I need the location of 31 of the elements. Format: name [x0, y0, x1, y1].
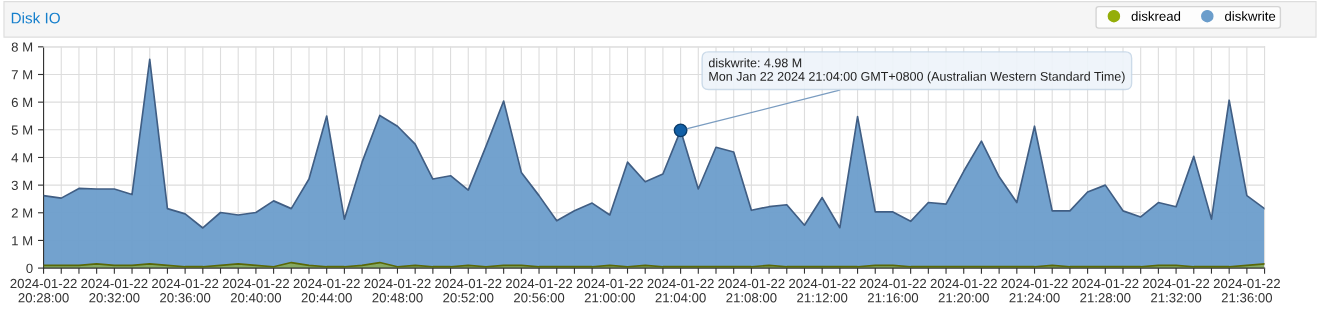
x-tick-label: 2024-01-22 20:56:00	[505, 278, 573, 303]
x-tick-label: 2024-01-22 21:24:00	[1001, 278, 1068, 303]
y-tick-label: 5 M	[11, 125, 33, 135]
x-tick-label: 2024-01-22 21:36:00	[1213, 278, 1280, 303]
y-tick-label: 3 M	[11, 180, 33, 191]
x-tick-label: 2024-01-22 20:52:00	[435, 278, 502, 303]
x-tick-label: 2024-01-22 21:12:00	[789, 278, 856, 303]
x-tick-label: 2024-01-22 21:04:00	[647, 278, 714, 303]
y-tick-label: 1 M	[12, 236, 33, 246]
x-tick-label: 2024-01-22 20:36:00	[152, 278, 219, 303]
y-tick-label: 4 M	[11, 153, 33, 163]
x-tick-label: 2024-01-22 20:40:00	[222, 278, 289, 303]
x-tick-label: 2024-01-22 20:48:00	[364, 278, 431, 303]
x-tick-label: 2024-01-22 21:28:00	[1072, 278, 1139, 303]
x-tick-label: 2024-01-22 20:28:00	[10, 278, 77, 303]
y-tick-label: 7 M	[11, 70, 33, 80]
y-tick-label: 8 M	[11, 42, 33, 52]
x-tick-label: 2024-01-22 21:08:00	[718, 278, 785, 303]
x-tick-label: 2024-01-22 20:44:00	[293, 278, 360, 303]
chart-title: Disk IO	[11, 12, 60, 24]
legend-label: diskread	[1131, 11, 1181, 21]
annotation: diskwrite: 4.98 M Mon Jan 22 2024 21:04:00 GMT+0800 (Australian Western Standard Time)	[708, 58, 1125, 84]
x-tick-label: 2024-01-22 21:00:00	[576, 278, 643, 303]
legend-label: diskwrite	[1225, 11, 1276, 21]
x-tick-label: 2024-01-22 21:20:00	[930, 278, 997, 303]
y-tick-label: 6 M	[11, 97, 33, 108]
y-tick-label: 2 M	[11, 208, 33, 218]
x-tick-label: 2024-01-22 21:16:00	[859, 278, 927, 303]
x-tick-label: 2024-01-22 20:32:00	[81, 278, 148, 303]
y-tick-label: 0	[26, 263, 33, 273]
x-tick-label: 2024-01-22 21:32:00	[1143, 278, 1210, 303]
